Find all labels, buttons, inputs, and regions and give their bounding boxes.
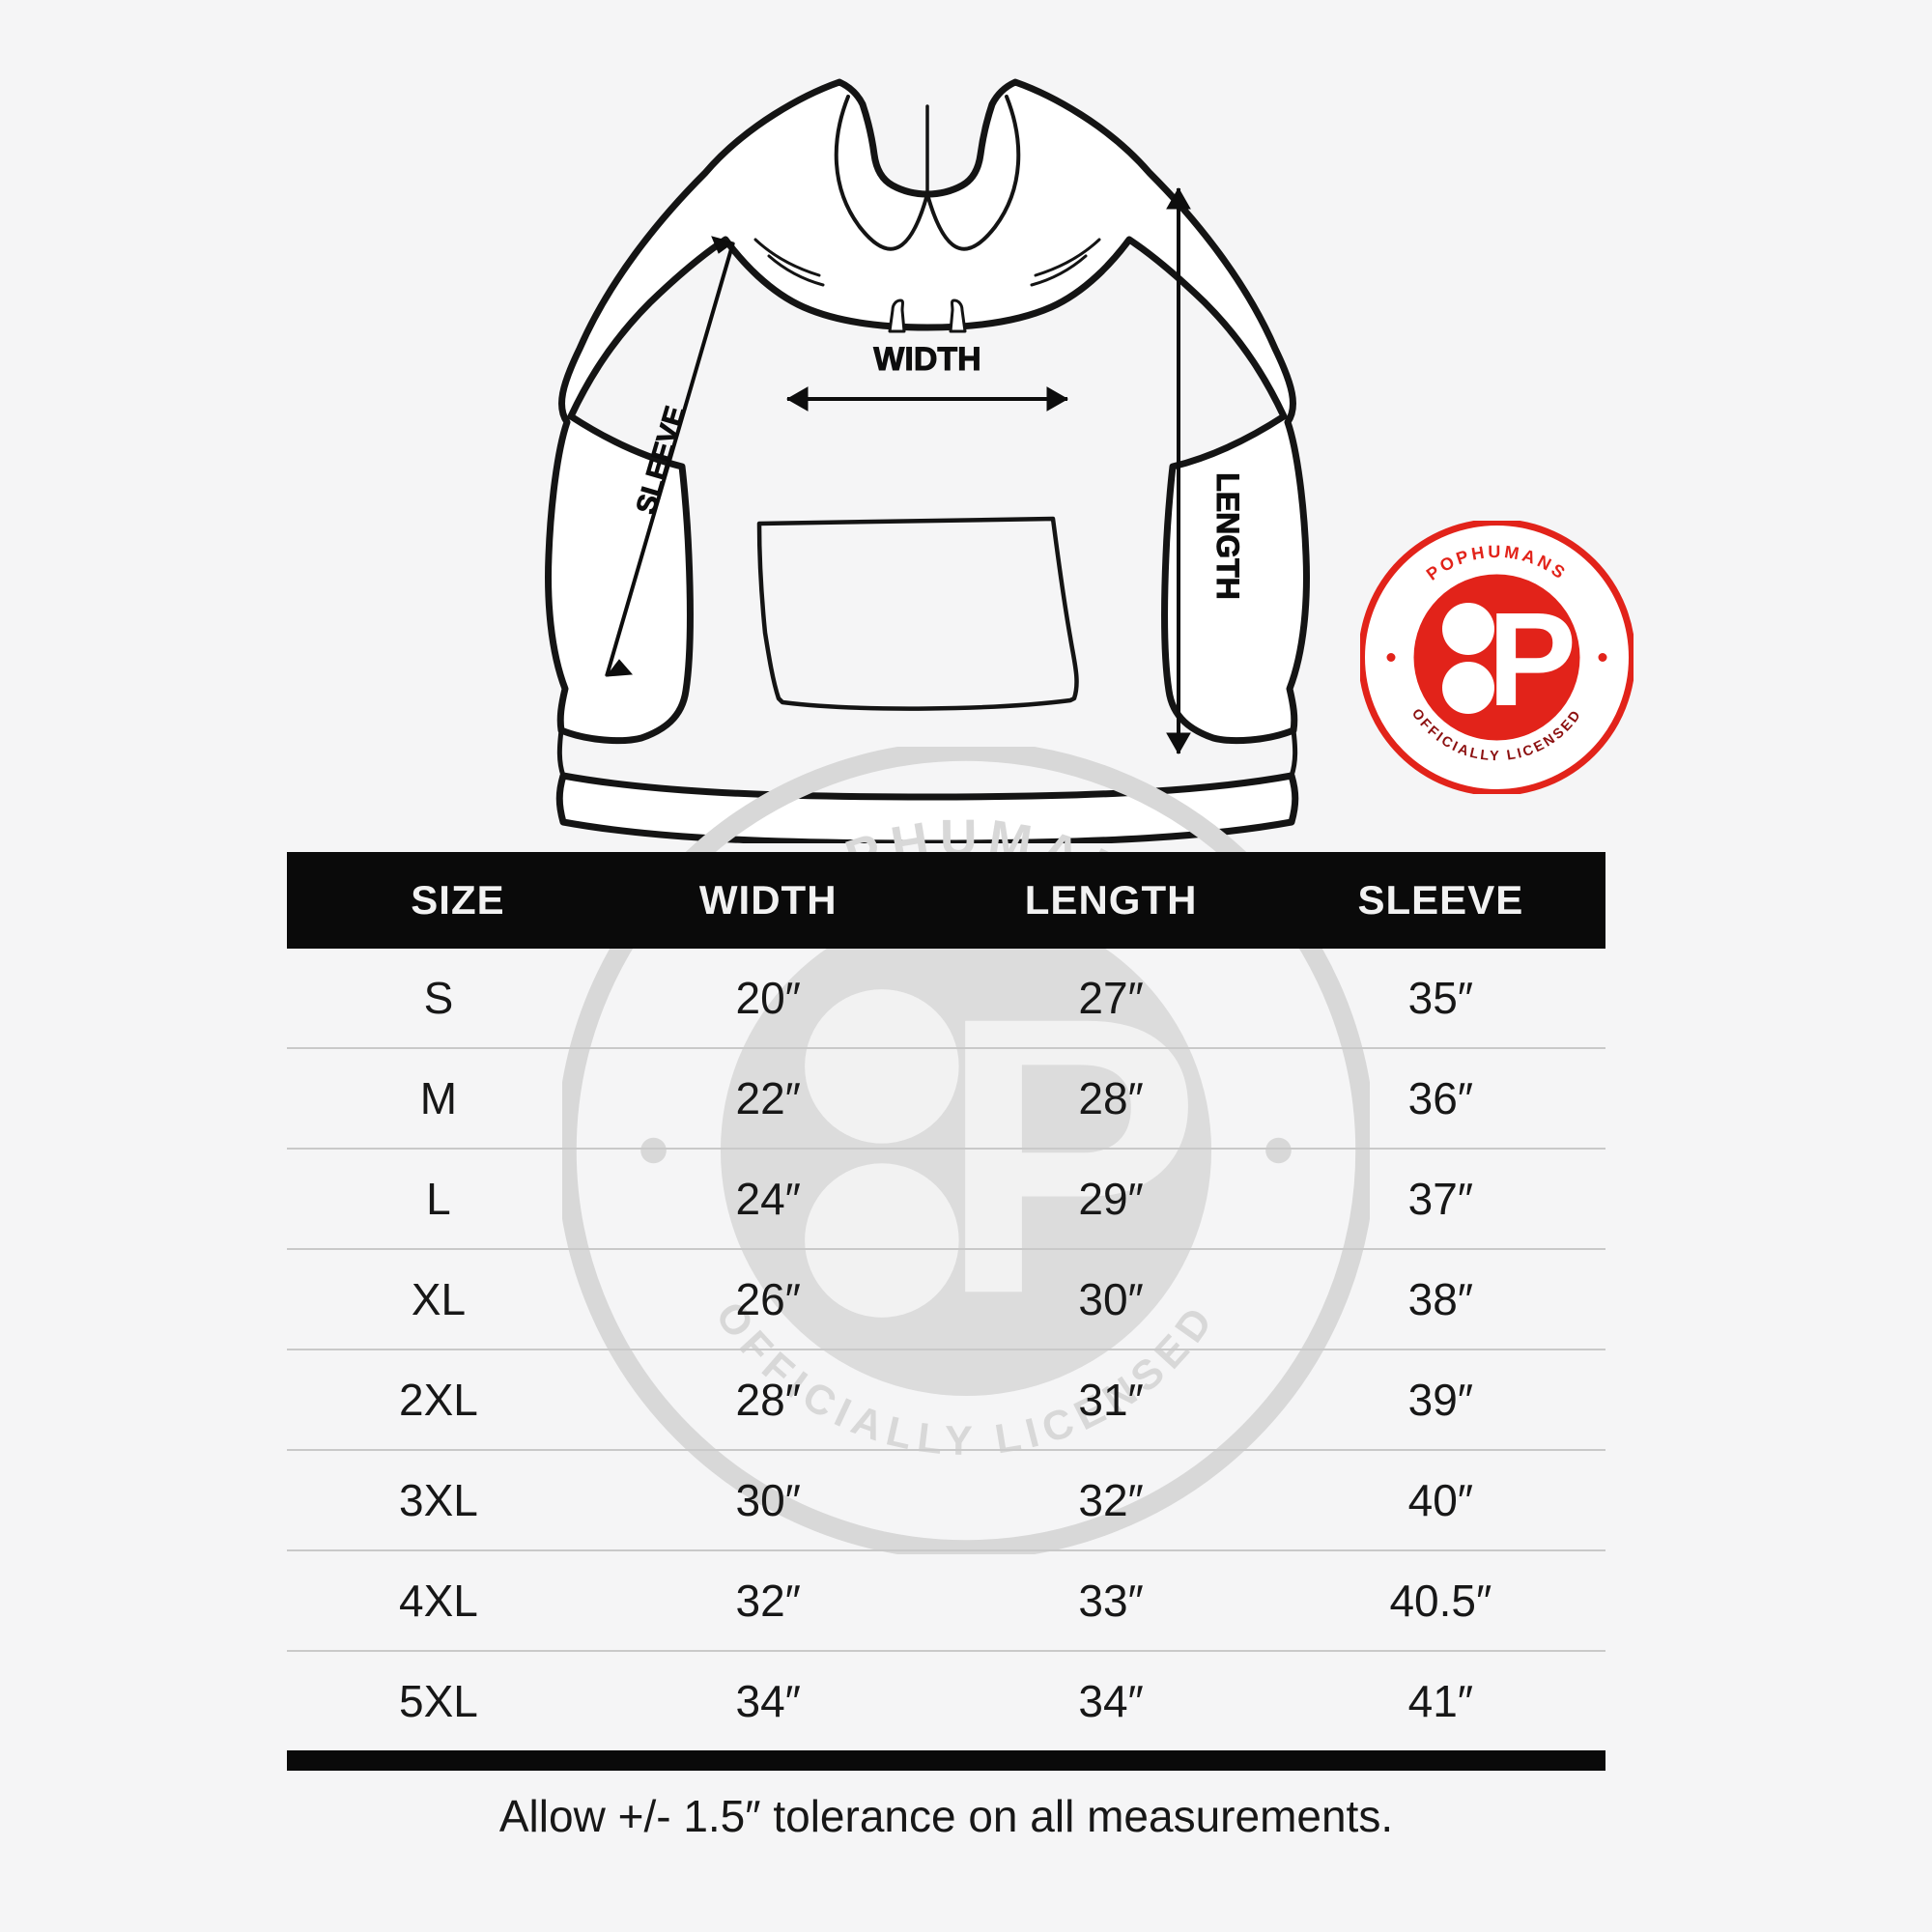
svg-text:P: P — [1488, 585, 1577, 734]
svg-text:LENGTH: LENGTH — [1210, 472, 1245, 600]
svg-text:WIDTH: WIDTH — [873, 341, 980, 378]
